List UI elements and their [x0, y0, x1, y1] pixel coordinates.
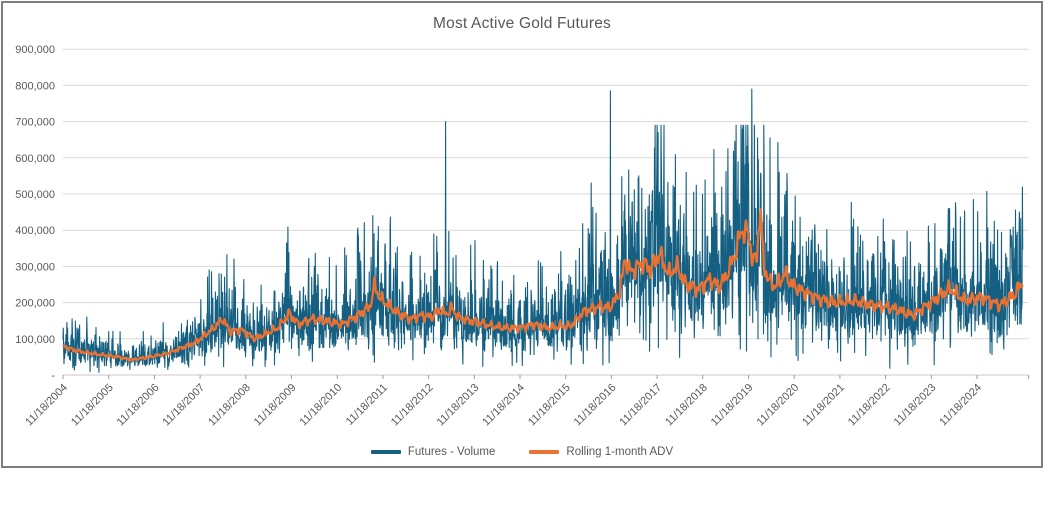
legend-item-rolling-adv: Rolling 1-month ADV — [529, 446, 673, 458]
svg-text:11/18/2017: 11/18/2017 — [617, 382, 664, 429]
svg-text:11/18/2023: 11/18/2023 — [892, 382, 939, 429]
svg-text:11/18/2021: 11/18/2021 — [800, 382, 847, 429]
legend-swatch-rolling-adv — [529, 450, 560, 454]
futures-volume-series — [62, 88, 1024, 374]
svg-text:11/18/2018: 11/18/2018 — [663, 382, 710, 429]
svg-text:11/18/2012: 11/18/2012 — [389, 382, 436, 429]
svg-text:200,000: 200,000 — [15, 298, 55, 310]
legend-item-futures-volume: Futures - Volume — [370, 446, 496, 458]
svg-text:400,000: 400,000 — [15, 225, 55, 237]
svg-text:11/18/2009: 11/18/2009 — [252, 382, 299, 429]
svg-text:11/18/2015: 11/18/2015 — [526, 382, 573, 429]
svg-text:11/18/2010: 11/18/2010 — [297, 382, 344, 429]
legend: Futures - Volume Rolling 1-month ADV — [3, 446, 1041, 458]
svg-text:11/18/2005: 11/18/2005 — [69, 382, 116, 429]
svg-text:900,000: 900,000 — [15, 44, 55, 56]
svg-text:11/18/2007: 11/18/2007 — [160, 382, 207, 429]
x-axis-line — [62, 374, 1030, 379]
svg-text:11/18/2013: 11/18/2013 — [435, 382, 482, 429]
svg-text:700,000: 700,000 — [15, 117, 55, 129]
legend-swatch-futures-volume — [370, 450, 401, 454]
svg-text:11/18/2004: 11/18/2004 — [23, 382, 70, 429]
svg-text:11/18/2008: 11/18/2008 — [206, 382, 253, 429]
svg-text:11/18/2024: 11/18/2024 — [937, 382, 984, 429]
svg-text:11/18/2020: 11/18/2020 — [754, 382, 801, 429]
svg-text:11/18/2006: 11/18/2006 — [115, 382, 162, 429]
svg-text:11/18/2011: 11/18/2011 — [344, 382, 390, 428]
chart-frame: Most Active Gold Futures 900,000 800,000 7… — [1, 1, 1043, 468]
rolling-adv-series — [62, 208, 1024, 363]
legend-label-rolling-adv: Rolling 1-month ADV — [566, 446, 674, 458]
x-axis-labels: 11/18/200411/18/200511/18/200611/18/2007… — [23, 382, 984, 429]
svg-text:11/18/2014: 11/18/2014 — [480, 382, 527, 429]
chart-title: Most Active Gold Futures — [433, 15, 611, 32]
svg-text:600,000: 600,000 — [15, 153, 55, 165]
y-axis-labels: 900,000 800,000 700,000 600,000 500,000 400,0… — [15, 44, 55, 382]
svg-text:800,000: 800,000 — [15, 80, 55, 92]
svg-text:100,000: 100,000 — [15, 334, 55, 346]
svg-text:500,000: 500,000 — [15, 189, 55, 201]
plot-area: 900,000 800,000 700,000 600,000 500,000 400,0… — [15, 44, 1030, 429]
svg-text:11/18/2016: 11/18/2016 — [572, 382, 619, 429]
svg-text:300,000: 300,000 — [15, 261, 55, 273]
svg-text:11/18/2019: 11/18/2019 — [709, 382, 756, 429]
legend-label-futures-volume: Futures - Volume — [407, 446, 496, 458]
svg-text:11/18/2022: 11/18/2022 — [846, 382, 893, 429]
svg-text:-: - — [51, 370, 55, 382]
